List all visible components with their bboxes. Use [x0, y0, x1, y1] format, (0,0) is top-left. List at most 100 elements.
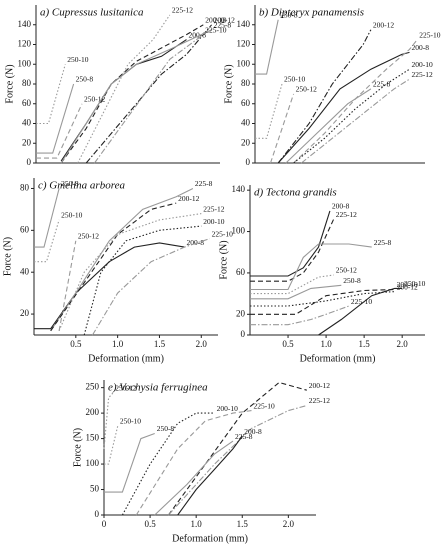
curve: [60, 24, 204, 164]
y-tick-label: 0: [246, 157, 251, 167]
panel-title: d) Tectona grandis: [254, 187, 337, 199]
curve: [104, 432, 155, 493]
curve-label: 225-10: [212, 229, 233, 238]
y-tick-label: 20: [236, 308, 246, 318]
x-tick-label: 1.0: [112, 339, 124, 349]
curve-label: 225-10: [419, 30, 440, 39]
x-axis-label: Deformation (mm): [300, 353, 376, 364]
curve-label: 200-10: [397, 280, 418, 289]
y-tick-label: 20: [22, 137, 32, 147]
panel-title: a) Cupressus lusitanica: [40, 7, 144, 19]
y-tick-label: 120: [237, 39, 251, 49]
y-tick-label: 60: [20, 224, 30, 234]
curve-label: 250-10: [284, 75, 305, 84]
curve-label: 250-12: [78, 232, 99, 241]
y-tick-label: 80: [20, 183, 30, 193]
curve: [92, 238, 210, 336]
y-tick-label: 0: [241, 329, 246, 339]
curve-label: 250-8: [157, 424, 175, 433]
curve-label: 225-12: [309, 396, 330, 405]
y-tick-label: 100: [232, 226, 246, 236]
y-tick-label: 140: [232, 184, 246, 194]
x-tick-label: 1.5: [237, 519, 249, 529]
curve-label: 250-12: [296, 85, 317, 94]
curve: [250, 243, 372, 291]
curve-label: 250-12: [336, 266, 357, 275]
curve-label: 250-12: [84, 94, 105, 103]
curve-label: 225-10: [253, 401, 274, 410]
x-tick-label: 1.5: [154, 339, 166, 349]
y-tick-label: 40: [20, 266, 30, 276]
curve-label: 200-12: [214, 15, 235, 24]
y-tick-label: 40: [241, 118, 251, 128]
curve: [121, 412, 215, 516]
y-axis-label: Force (N): [72, 428, 83, 467]
x-tick-label: 2.0: [397, 339, 409, 349]
curve: [135, 410, 252, 516]
y-tick-label: 100: [18, 58, 32, 68]
y-tick-label: 140: [237, 19, 251, 29]
curve: [301, 78, 410, 164]
y-tick-label: 250: [86, 382, 100, 392]
curve-label: 200-8: [412, 43, 430, 52]
curve-label: 225-8: [195, 179, 213, 188]
curve: [36, 103, 83, 159]
curve-label: 250-8: [343, 276, 361, 285]
x-tick-label: 1.5: [359, 339, 371, 349]
x-tick-label: 2.0: [196, 339, 208, 349]
y-tick-label: 200: [86, 407, 100, 417]
curve-label: 200-12: [397, 282, 418, 291]
curve-label: 225-10: [205, 25, 226, 34]
y-tick-label: 20: [20, 308, 30, 318]
curve: [168, 381, 307, 516]
panel-title: b) Dipteryx panamensis: [259, 7, 364, 19]
curve-label: 225-8: [235, 432, 253, 441]
curve: [103, 392, 114, 449]
curve: [85, 24, 213, 164]
y-tick-label: 0: [27, 157, 32, 167]
curve-label: 200-12: [178, 194, 199, 203]
panel-title: e) Vochysia ferruginea: [108, 382, 208, 394]
curve: [250, 284, 342, 300]
curve: [77, 14, 171, 164]
curve-label: 250-12: [115, 383, 136, 392]
curve-label: 250-8: [76, 75, 94, 84]
curve-label: 225-12: [336, 210, 357, 219]
curve-label: 250-10: [61, 211, 82, 220]
x-tick-label: 1.0: [320, 339, 332, 349]
curve-label: 200-8: [187, 238, 205, 247]
curve: [250, 305, 350, 326]
curve-label: 225-12: [412, 70, 433, 79]
y-tick-label: 150: [86, 433, 100, 443]
curve: [154, 440, 234, 516]
curve: [50, 202, 177, 332]
curve-label: 250-10: [404, 279, 425, 288]
x-tick-label: 0.5: [70, 339, 82, 349]
y-tick-label: 40: [22, 118, 32, 128]
curve: [104, 425, 119, 465]
curve: [250, 291, 395, 307]
x-axis-label: Deformation (mm): [88, 353, 164, 364]
curve: [34, 219, 60, 263]
y-tick-label: 100: [86, 458, 100, 468]
curve: [293, 39, 418, 164]
curve-label: 250-10: [120, 417, 141, 426]
y-axis-label: Force (N): [2, 237, 13, 276]
panel-title: c) Gmelina arborea: [38, 180, 125, 192]
x-tick-label: 1.0: [191, 519, 203, 529]
curve: [168, 404, 307, 516]
curve-label: 225-8: [214, 20, 232, 29]
y-tick-label: 140: [18, 19, 32, 29]
curve-label: 225-8: [373, 80, 391, 89]
x-tick-label: 0.5: [144, 519, 156, 529]
curve: [277, 29, 372, 164]
curve: [36, 64, 66, 125]
curve: [83, 225, 202, 336]
y-tick-label: 60: [22, 98, 32, 108]
curve-label: 225-12: [203, 204, 224, 213]
curve: [250, 218, 335, 282]
curve: [250, 274, 334, 295]
curve-label: 225-12: [172, 6, 193, 15]
curve-label: 250-8: [280, 11, 298, 20]
